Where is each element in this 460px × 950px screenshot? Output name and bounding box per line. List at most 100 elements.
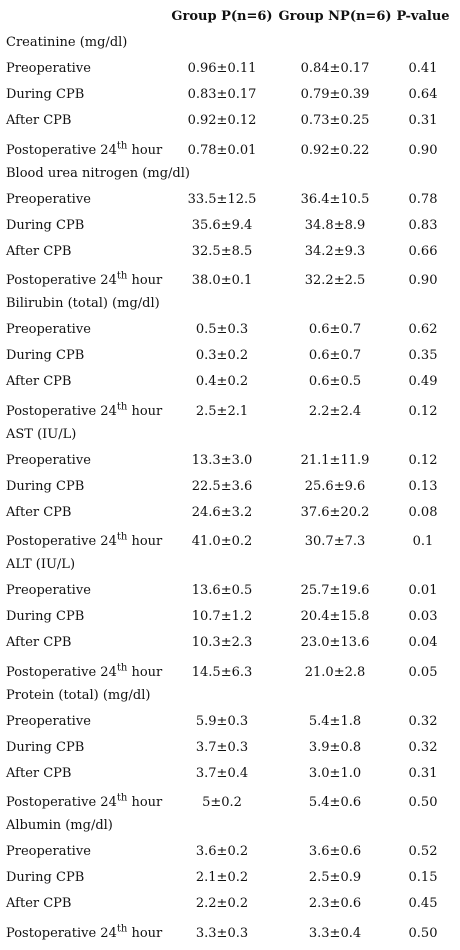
cell-value: 0.6±0.7 — [308, 348, 362, 364]
row-label: After CPB — [6, 243, 72, 259]
row-label: Preoperative — [6, 322, 91, 338]
row-label: After CPB — [6, 374, 72, 390]
row-label: During CPB — [6, 870, 85, 886]
row-label-part: hour — [127, 925, 163, 941]
cell-value: 0.1 — [412, 534, 434, 549]
cell-value: 3.9±0.8 — [308, 739, 362, 755]
cell-value: 21.1±11.9 — [300, 452, 370, 468]
cell-value: 3.3±0.4 — [308, 925, 362, 941]
cell-value: 3.7±0.4 — [195, 765, 249, 781]
cell-value: 0.08 — [408, 504, 438, 520]
section-title: ALT (IU/L) — [6, 557, 76, 573]
cell-value: 0.96±0.11 — [187, 61, 257, 77]
row-label: During CPB — [6, 739, 85, 755]
cell-value: 5±0.2 — [202, 795, 242, 810]
cell-value: 0.6±0.7 — [308, 322, 362, 338]
cell-value: 3.0±1.0 — [308, 765, 362, 781]
cell-value: 0.32 — [408, 713, 438, 729]
cell-value: 0.50 — [408, 795, 438, 810]
cell-value: 3.6±0.6 — [308, 844, 362, 860]
cell-value: 2.2±2.4 — [308, 403, 362, 419]
cell-value: 33.5±12.5 — [187, 191, 257, 207]
cell-value: 3.3±0.3 — [195, 925, 249, 941]
row-label: Postoperative 24th hour — [6, 270, 163, 289]
row-label-part: Postoperative 24 — [6, 664, 117, 680]
cell-value: 0.84±0.17 — [300, 61, 370, 77]
row-label: After CPB — [6, 635, 72, 651]
row-label-part: Postoperative 24 — [6, 795, 117, 810]
section-title: Protein (total) (mg/dl) — [6, 687, 151, 703]
cell-value: 0.90 — [408, 142, 438, 158]
row-label-part: th — [116, 140, 128, 152]
cell-value: 2.3±0.6 — [308, 896, 362, 912]
cell-value: 0.92±0.12 — [187, 113, 257, 129]
row-label: After CPB — [6, 504, 72, 520]
cell-value: 10.3±2.3 — [191, 635, 253, 651]
row-label-part: hour — [127, 403, 163, 419]
cell-value: 30.7±7.3 — [304, 534, 366, 549]
cell-value: 0.90 — [408, 273, 438, 288]
cell-value: 0.79±0.39 — [300, 87, 370, 103]
row-label-part: th — [116, 923, 128, 935]
cell-value: 0.01 — [408, 583, 438, 599]
cell-value: 3.7±0.3 — [195, 739, 249, 755]
cell-value: 0.13 — [408, 478, 438, 494]
cell-value: 3.6±0.2 — [195, 844, 249, 860]
cell-value: 41.0±0.2 — [191, 534, 253, 549]
cell-value: 5.9±0.3 — [195, 713, 249, 729]
cell-value: 21.0±2.8 — [304, 664, 366, 680]
section-title: Blood urea nitrogen (mg/dl) — [6, 165, 190, 181]
row-label: During CPB — [6, 609, 85, 625]
row-label-part: th — [116, 270, 128, 282]
row-label-part: hour — [127, 142, 163, 158]
row-label: During CPB — [6, 348, 85, 364]
cell-value: 0.31 — [408, 113, 438, 129]
cell-value: 0.4±0.2 — [195, 374, 249, 390]
row-label-part: th — [116, 792, 128, 804]
section-title: Creatinine (mg/dl) — [6, 35, 128, 51]
cell-value: 25.6±9.6 — [304, 478, 366, 494]
cell-value: 0.05 — [408, 664, 438, 680]
cell-value: 0.03 — [408, 609, 438, 625]
cell-value: 0.66 — [408, 243, 438, 259]
row-label: During CPB — [6, 217, 85, 233]
cell-value: 2.1±0.2 — [195, 870, 249, 886]
row-label: After CPB — [6, 765, 72, 781]
row-label-part: th — [116, 401, 128, 413]
cell-value: 0.64 — [408, 87, 438, 103]
row-label-part: hour — [127, 273, 163, 288]
cell-value: 0.62 — [408, 322, 438, 338]
row-label-part: hour — [127, 534, 163, 549]
cell-value: 2.5±2.1 — [195, 403, 249, 419]
cell-value: 0.12 — [408, 403, 438, 419]
row-label: Postoperative 24th hour — [6, 923, 163, 942]
cell-value: 0.32 — [408, 739, 438, 755]
cell-value: 5.4±1.8 — [308, 713, 362, 729]
cell-value: 0.50 — [408, 925, 438, 941]
cell-value: 0.5±0.3 — [195, 322, 249, 338]
cell-value: 34.8±8.9 — [304, 217, 366, 233]
cell-value: 32.5±8.5 — [191, 243, 253, 259]
cell-value: 24.6±3.2 — [191, 504, 253, 520]
column-header: Group NP(n=6) — [278, 9, 392, 24]
cell-value: 0.49 — [408, 374, 438, 390]
cell-value: 13.3±3.0 — [191, 452, 253, 468]
cell-value: 38.0±0.1 — [191, 273, 253, 288]
section-title: Albumin (mg/dl) — [6, 818, 113, 834]
row-label-part: th — [116, 531, 128, 543]
row-label: Postoperative 24th hour — [6, 663, 162, 681]
cell-value: 37.6±20.2 — [300, 504, 370, 520]
cell-value: 2.5±0.9 — [308, 870, 362, 886]
row-label-part: Postoperative 24 — [6, 534, 117, 549]
cell-value: 0.78 — [408, 191, 438, 207]
cell-value: 23.0±13.6 — [300, 635, 370, 651]
cell-value: 2.2±0.2 — [195, 896, 249, 912]
row-label-part: Postoperative 24 — [6, 142, 117, 158]
row-label-part: Postoperative 24 — [6, 403, 117, 419]
cell-value: 36.4±10.5 — [300, 191, 370, 207]
cell-value: 0.3±0.2 — [195, 348, 249, 364]
row-label: Preoperative — [6, 583, 91, 599]
cell-value: 0.92±0.22 — [300, 142, 370, 158]
cell-value: 20.4±15.8 — [300, 609, 370, 625]
